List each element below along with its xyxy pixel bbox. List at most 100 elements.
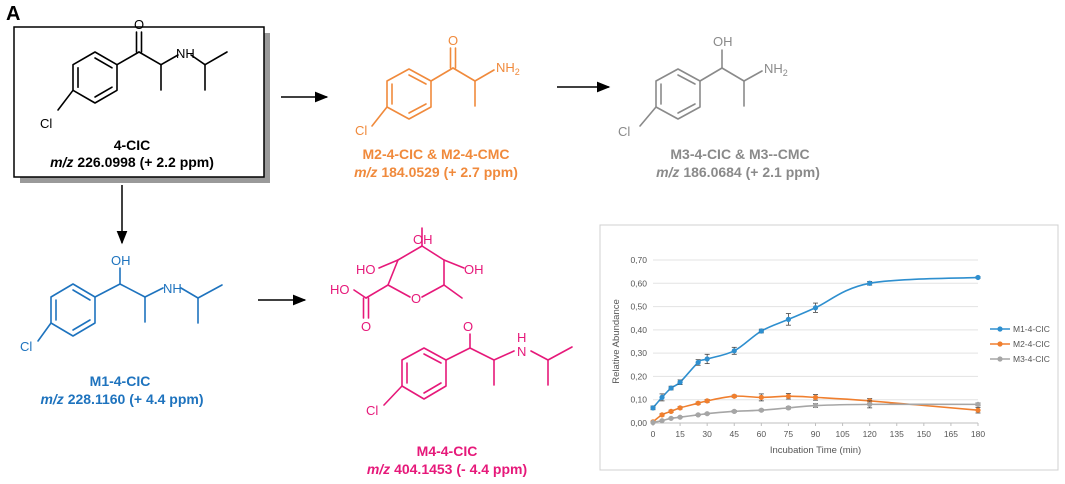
legend-label: M1-4-CIC [1013,324,1050,334]
data-point [695,412,701,418]
data-point [785,316,792,322]
m2-mz-prefix: m/z [354,164,377,180]
data-point [758,328,764,334]
atom-cl-m3: Cl [618,124,630,139]
atom-oh-m4-right: OH [464,262,484,277]
y-axis-label: Relative Abundance [611,299,622,384]
data-point [812,402,819,409]
m4-name: M4-4-CIC [417,443,478,459]
atom-cl-parent: Cl [40,116,52,131]
atom-o-m4-glyco: O [463,319,473,334]
data-point [659,412,665,418]
atom-cl-m1: Cl [20,339,32,354]
data-point [758,407,764,413]
y-tick-label: 0,60 [630,278,647,288]
atom-nh2-m2: NH2 [496,60,520,77]
atom-oh-m4-top: OH [413,232,433,247]
atom-nh-m1: NH [163,281,182,296]
data-point [975,407,981,413]
chart: 0,00 0,10 0,20 0,30 0,40 0,50 0,60 0,70 0 15 30 45 6… [611,255,1050,456]
data-point [867,401,873,407]
x-tick-label: 150 [917,429,931,439]
data-point [695,359,701,366]
m1-mz-prefix: m/z [40,391,63,407]
data-point [695,400,701,406]
atom-nh-parent: NH [176,46,195,61]
atom-oh-m1: OH [111,253,131,268]
data-point [812,394,819,400]
m4-mz-prefix: m/z [367,461,390,477]
legend-marker [997,326,1003,332]
data-point [650,419,656,426]
m1-mz-value: 228.1160 (+ 4.4 ppm) [64,391,204,407]
atom-h-m4: H [517,330,526,345]
data-point [704,356,710,362]
parent-name: 4-CIC [114,137,151,153]
atom-nh2-m2-main: NH [496,60,515,75]
x-tick-label: 165 [944,429,958,439]
x-tick-label: 0 [651,429,656,439]
data-point [650,405,656,411]
data-point [975,401,981,407]
atom-n-m4: N [517,344,526,359]
data-point [731,348,737,354]
atom-nh2-m3-sub: 2 [783,68,788,78]
data-point [731,408,737,414]
data-point [867,280,873,286]
atom-ho-m4-acid: HO [330,282,350,297]
parent-structure [57,31,228,111]
data-point [659,418,665,424]
legend-label: M3-4-CIC [1013,354,1050,364]
atom-o-parent: O [134,17,144,32]
m2-mz-value: 184.0529 (+ 2.7 ppm) [377,164,517,180]
atom-o-m2: O [448,33,458,48]
data-point [668,385,674,391]
x-tick-label: 90 [811,429,821,439]
y-tick-label: 0,20 [630,371,647,381]
atom-o-m4-ring: O [411,291,421,306]
m3-mz-prefix: m/z [656,164,679,180]
atom-ho-m4-left: HO [356,262,376,277]
y-tick-label: 0,00 [630,418,647,428]
m2-name: M2-4-CIC & M2-4-CMC [363,146,510,162]
data-point [785,393,792,399]
m1-mz: m/z 228.1160 (+ 4.4 ppm) [40,391,203,407]
y-tick-label: 0,10 [630,395,647,405]
data-point [758,394,764,400]
m4-mz: m/z 404.1453 (- 4.4 ppm) [367,461,527,477]
x-axis-label: Incubation Time (min) [770,445,861,456]
data-point [731,393,737,399]
y-tick-label: 0,50 [630,302,647,312]
x-tick-label: 75 [784,429,794,439]
x-tick-label: 105 [835,429,849,439]
data-point [704,398,710,404]
data-point [668,415,674,421]
parent-mz: m/z 226.0998 (+ 2.2 ppm) [50,154,214,170]
atom-o-m4-carbonyl: O [361,319,371,334]
chart-frame [599,224,1059,471]
legend-label: M2-4-CIC [1013,339,1050,349]
m1-name: M1-4-CIC [90,373,151,389]
data-point [677,405,683,411]
atom-cl-m2: Cl [355,123,367,138]
y-tick-label: 0,40 [630,325,647,335]
atom-oh-m3: OH [713,34,733,49]
x-tick-label: 45 [730,429,740,439]
m3-structure [639,49,763,127]
data-point [975,274,981,281]
x-tick-label: 135 [890,429,904,439]
x-tick-label: 180 [971,429,985,439]
x-tick-label: 120 [863,429,877,439]
data-point [785,405,792,411]
y-tick-label: 0,70 [630,255,647,265]
data-point [668,408,674,414]
atom-cl-m4: Cl [366,403,378,418]
data-point [659,394,665,400]
m4-mz-value: 404.1453 (- 4.4 ppm) [390,461,527,477]
m4-structure [353,227,573,406]
x-tick-label: 15 [675,429,685,439]
data-point [812,305,819,311]
legend-marker [997,341,1003,347]
parent-mz-prefix: m/z [50,154,73,170]
